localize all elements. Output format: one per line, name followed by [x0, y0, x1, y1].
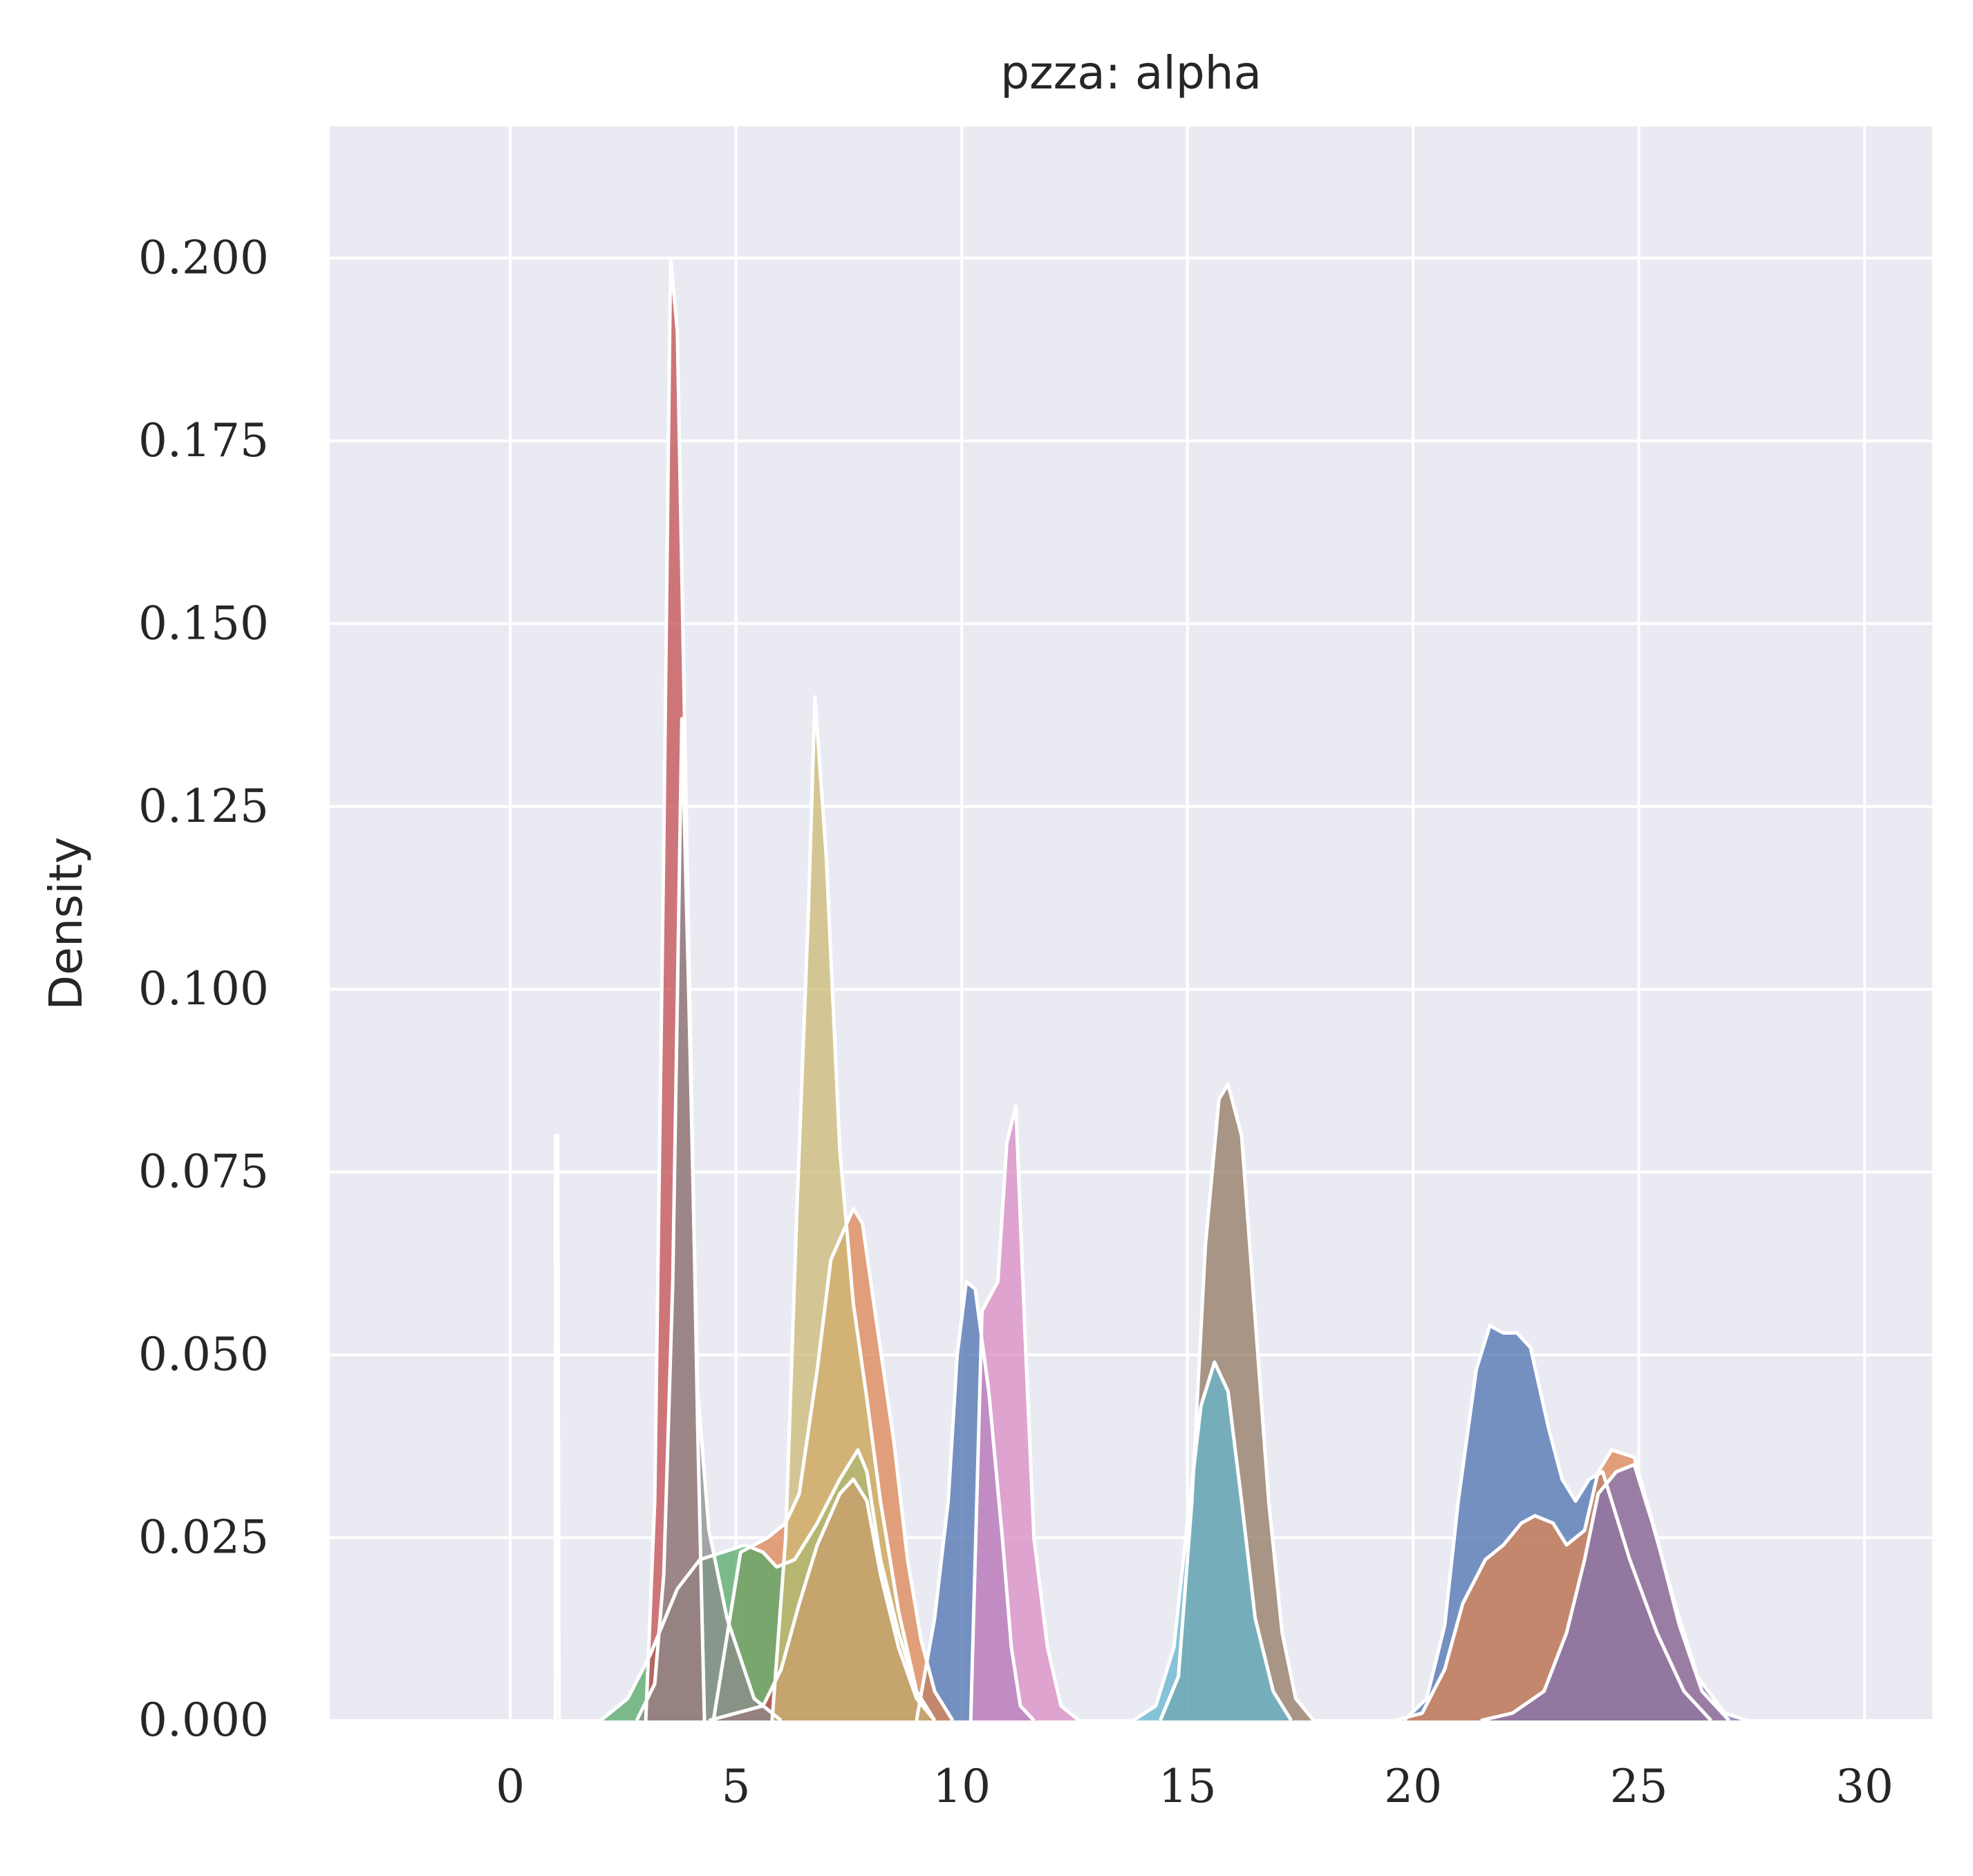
x-axis-ticks: 0 5 10 15 20 25 30	[496, 1760, 1893, 1813]
density-area-13	[772, 697, 935, 1720]
y-tick-label: 0.050	[138, 1328, 269, 1381]
density-outline-6	[599, 1448, 937, 1722]
density-outlines	[554, 256, 1748, 1723]
density-area-9	[1481, 1464, 1748, 1720]
x-tick-label: 30	[1835, 1760, 1893, 1813]
y-tick-label: 0.200	[138, 231, 269, 284]
x-tick-label: 25	[1610, 1760, 1668, 1813]
y-tick-label: 0.025	[138, 1511, 269, 1564]
density-area-11	[971, 1106, 1079, 1720]
density-areas	[555, 258, 1748, 1721]
density-outline-3	[711, 1207, 955, 1722]
density-outline-12	[635, 717, 783, 1722]
x-tick-label: 0	[496, 1760, 525, 1813]
y-axis-ticks: 0.000 0.025 0.050 0.075 0.100 0.125 0.150 0.175…	[138, 231, 269, 1747]
density-outline-13	[770, 695, 937, 1722]
y-tick-label: 0.150	[138, 597, 269, 650]
plot-background	[330, 126, 1932, 1720]
grid-lines	[330, 126, 1932, 1722]
y-tick-label: 0.000	[138, 1694, 269, 1747]
density-outline-10	[1159, 1082, 1316, 1722]
density-outline-14	[1132, 1360, 1293, 1723]
y-tick-label: 0.125	[138, 780, 269, 833]
density-outline-9	[1480, 1463, 1748, 1723]
x-tick-label: 5	[722, 1760, 751, 1813]
x-tick-label: 20	[1384, 1760, 1442, 1813]
density-outline-5	[554, 1134, 561, 1721]
density-area-12	[637, 718, 781, 1720]
y-tick-label: 0.100	[138, 962, 269, 1015]
y-tick-label: 0.075	[138, 1145, 269, 1199]
y-axis-label: Density	[39, 837, 93, 1011]
x-tick-label: 10	[933, 1760, 991, 1813]
density-outline-11	[969, 1104, 1081, 1722]
chart-title: pzza: alpha	[1000, 46, 1262, 100]
x-tick-label: 15	[1159, 1760, 1217, 1813]
density-outline-2	[1403, 1324, 1712, 1722]
density-outline-1	[915, 1279, 1036, 1722]
y-tick-label: 0.175	[138, 414, 269, 467]
density-area-14	[1133, 1362, 1291, 1720]
